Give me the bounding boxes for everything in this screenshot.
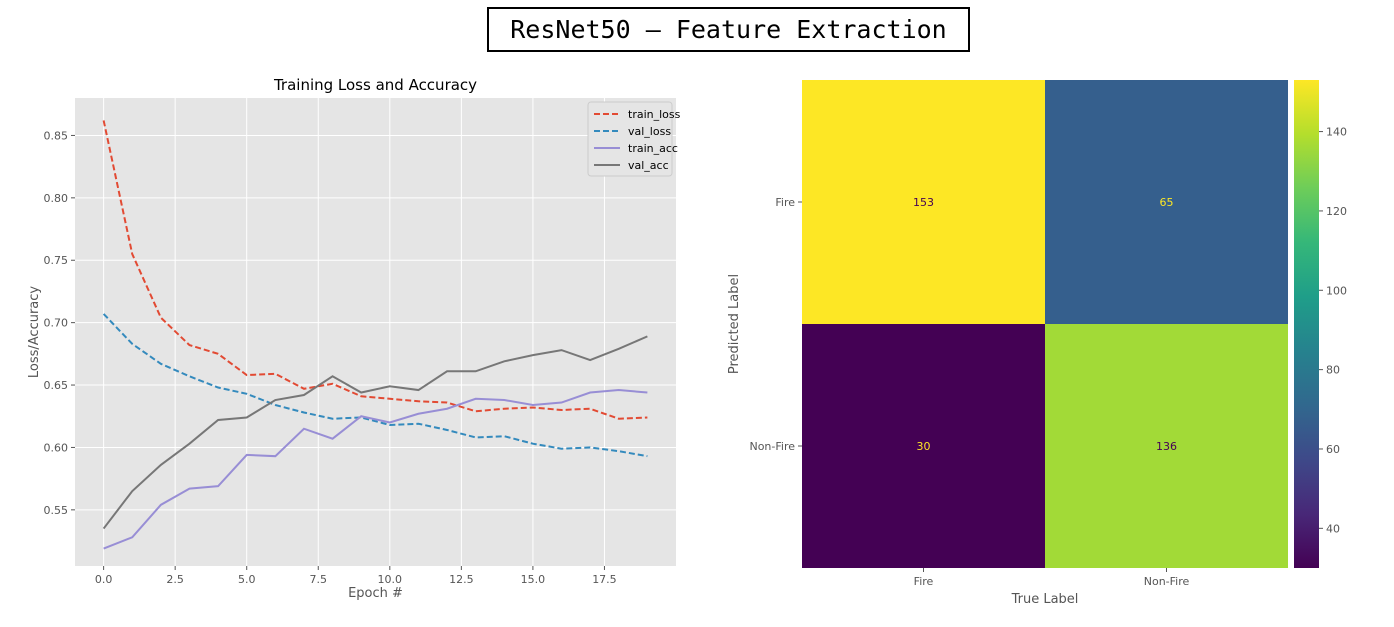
training-line-chart: 0.0 2.5 5.0 7.5 10.0 12.5 15.0 17.5 0.55 0.60 0.65…	[27, 76, 681, 601]
matrix-cell	[1045, 80, 1288, 324]
y-tick-label: 0.65	[44, 379, 69, 392]
y-tick-label: 0.70	[44, 317, 69, 330]
chart-title: Training Loss and Accuracy	[273, 76, 477, 94]
y-tick-label: 0.80	[44, 192, 69, 205]
legend-box	[587, 101, 673, 177]
colorbar-tick-label: 120	[1326, 205, 1347, 218]
matrix-cell-value: 65	[1160, 196, 1174, 209]
colorbar	[1294, 80, 1319, 568]
y-tick-label: Fire	[775, 196, 795, 209]
legend-label-val_loss: val_loss	[628, 125, 671, 138]
x-tick-label: Fire	[914, 575, 934, 588]
series-line-train_loss	[102, 120, 648, 420]
legend-label-val_acc: val_acc	[628, 159, 669, 172]
x-tick-label: 12.5	[449, 573, 474, 586]
figure-title: ResNet50 – Feature Extraction	[487, 7, 970, 52]
series-line-val_acc	[102, 335, 648, 530]
y-tick-label: 0.85	[44, 129, 69, 142]
matrix-cell-value: 153	[913, 196, 934, 209]
y-tick-label: 0.55	[44, 504, 69, 517]
x-tick-label: 10.0	[378, 573, 403, 586]
matrix-cell-value: 136	[1156, 440, 1177, 453]
plot-area	[75, 98, 676, 566]
y-tick-label: 0.75	[44, 254, 69, 267]
x-tick-label: 0.0	[95, 573, 113, 586]
y-tick-label: Non-Fire	[749, 440, 795, 453]
matrix-cell-value: 30	[917, 440, 931, 453]
x-tick-label: 15.0	[521, 573, 546, 586]
legend-label-train_loss: train_loss	[628, 108, 681, 121]
colorbar-tick-label: 140	[1326, 126, 1347, 139]
colorbar-tick-label: 100	[1326, 284, 1347, 297]
y-tick-label: 0.60	[44, 441, 69, 454]
x-tick-label: 17.5	[592, 573, 617, 586]
x-axis-label: True Label	[1011, 592, 1079, 607]
y-axis-label: Predicted Label	[727, 274, 742, 374]
x-tick-label: 2.5	[166, 573, 184, 586]
matrix-cell	[802, 324, 1045, 568]
x-tick-label: Non-Fire	[1144, 575, 1190, 588]
colorbar-tick-label: 40	[1326, 522, 1340, 535]
series-line-train_acc	[103, 389, 648, 550]
matrix-cell	[1045, 324, 1288, 568]
y-axis-label: Loss/Accuracy	[27, 286, 42, 379]
x-tick-label: 5.0	[238, 573, 256, 586]
series-line-val_loss	[102, 313, 648, 458]
x-axis-label: Epoch #	[348, 586, 403, 601]
colorbar-tick-label: 60	[1326, 443, 1340, 456]
colorbar-tick-label: 80	[1326, 364, 1340, 377]
matrix-cell	[802, 80, 1045, 324]
legend-label-train_acc: train_acc	[628, 142, 678, 155]
x-tick-label: 7.5	[310, 573, 328, 586]
